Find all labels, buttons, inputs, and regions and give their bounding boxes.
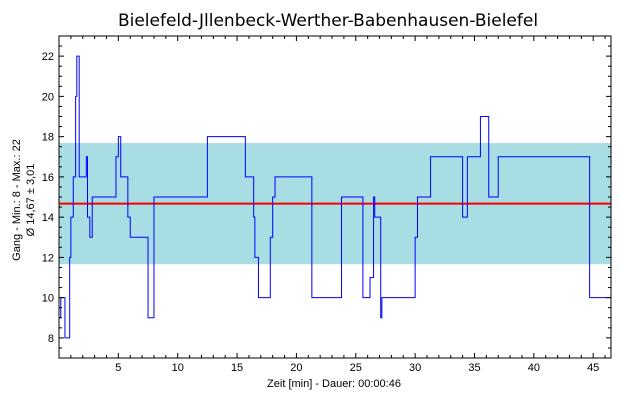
y-tick-label: 18: [42, 132, 54, 144]
y-axis-label: Gang - Min.: 8 - Max.: 22: [11, 139, 23, 261]
y-tick-label: 8: [48, 333, 54, 345]
series-line-0: [59, 55, 611, 339]
x-tick-label: 30: [409, 362, 421, 374]
y-tick-label: 22: [42, 51, 54, 63]
x-tick-label: 5: [115, 362, 121, 374]
y-tick-label: 12: [42, 252, 54, 264]
y-tick-label: 16: [42, 172, 54, 184]
x-tick-label: 15: [231, 362, 243, 374]
x-tick-label: 10: [172, 362, 184, 374]
x-axis-label: Zeit [min] - Dauer: 00:00:46: [267, 378, 401, 390]
x-tick-label: 25: [350, 362, 362, 374]
tick-layer: 5 10 15 20 25 30 35 40 45 8 10 12 14 16 18 20 22: [42, 35, 611, 374]
y-tick-label: 10: [42, 293, 54, 305]
y-tick-label: 14: [42, 212, 54, 224]
series-layer: [59, 55, 611, 339]
x-tick-label: 20: [290, 362, 302, 374]
y-axis-label-stats: Ø 14,67 ± 3,01: [25, 164, 37, 237]
x-tick-label: 40: [528, 362, 540, 374]
x-tick-label: 45: [587, 362, 599, 374]
chart-title: Bielefeld-Jllenbeck-Werther-Babenhausen-…: [118, 11, 538, 31]
y-tick-label: 20: [42, 91, 54, 103]
x-tick-label: 35: [468, 362, 480, 374]
